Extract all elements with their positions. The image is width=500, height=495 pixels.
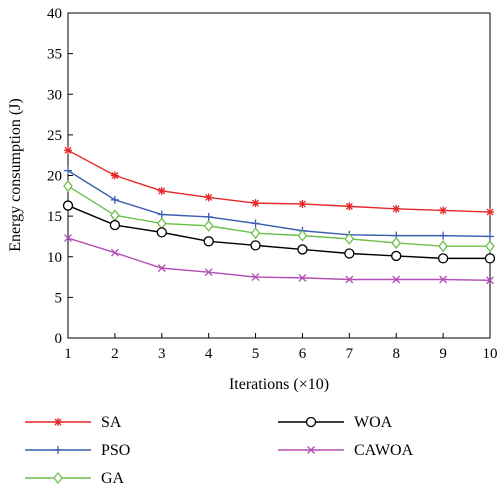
data-point-sa-9 bbox=[439, 206, 448, 215]
y-tick-label-5: 25 bbox=[47, 128, 62, 144]
x-tick-label-0: 1 bbox=[64, 346, 72, 362]
data-point-woa-4 bbox=[203, 236, 214, 247]
data-point-cawoa-3 bbox=[157, 264, 166, 273]
data-point-pso-3 bbox=[157, 210, 166, 219]
axes: 0 5 10 15 20 25 30 35 40 1 2 3 4 5 6 7 8 9 10 bbox=[47, 6, 498, 362]
series-cawoa bbox=[64, 234, 494, 285]
legend-marker-cawoa bbox=[307, 446, 315, 454]
data-point-woa-6 bbox=[297, 244, 308, 255]
data-point-woa-7 bbox=[344, 248, 355, 259]
data-point-ga-8 bbox=[391, 236, 402, 249]
series-line-woa bbox=[67, 204, 490, 260]
data-point-ga-4 bbox=[203, 219, 214, 232]
series-sa bbox=[64, 146, 494, 217]
data-point-cawoa-8 bbox=[392, 275, 401, 284]
x-tick-label-7: 8 bbox=[392, 346, 400, 362]
data-point-woa-9 bbox=[437, 253, 449, 264]
data-point-pso-4 bbox=[204, 212, 213, 221]
series-line-cawoa bbox=[67, 237, 491, 282]
x-tick-label-8: 9 bbox=[439, 346, 447, 362]
legend-item-woa: WOA bbox=[278, 414, 393, 431]
y-tick-label-7: 35 bbox=[47, 47, 62, 63]
x-tick-label-6: 7 bbox=[346, 346, 354, 362]
data-point-cawoa-9 bbox=[439, 275, 448, 284]
series-line-ga bbox=[67, 185, 490, 247]
data-point-ga-10 bbox=[485, 240, 495, 253]
x-tick-label-2: 3 bbox=[158, 346, 166, 362]
data-point-woa-1 bbox=[62, 200, 74, 211]
legend-marker-ga bbox=[53, 471, 63, 485]
data-point-pso-5 bbox=[251, 219, 260, 228]
data-point-cawoa-6 bbox=[298, 273, 307, 282]
series-woa bbox=[62, 200, 496, 264]
y-tick-label-1: 5 bbox=[55, 290, 63, 306]
y-tick-label-0: 0 bbox=[55, 331, 63, 347]
y-tick-label-2: 10 bbox=[47, 250, 62, 266]
data-point-cawoa-10 bbox=[486, 276, 494, 285]
data-point-sa-4 bbox=[204, 193, 213, 202]
legend: SA PSO GA WOA CAWOA bbox=[25, 414, 414, 487]
data-point-ga-3 bbox=[156, 217, 167, 230]
x-tick-label-3: 4 bbox=[205, 346, 213, 362]
data-point-ga-5 bbox=[250, 227, 261, 240]
y-tick-label-4: 20 bbox=[47, 169, 62, 185]
legend-item-cawoa: CAWOA bbox=[278, 442, 414, 459]
data-point-cawoa-4 bbox=[204, 268, 213, 277]
data-point-sa-1 bbox=[64, 146, 72, 155]
y-tick-label-8: 40 bbox=[47, 6, 62, 22]
data-point-cawoa-2 bbox=[110, 248, 119, 257]
legend-label-pso: PSO bbox=[101, 442, 130, 459]
data-point-ga-6 bbox=[297, 229, 308, 242]
legend-label-sa: SA bbox=[101, 414, 122, 431]
data-point-sa-2 bbox=[110, 171, 119, 180]
y-axis-label: Energy consumption (J) bbox=[7, 98, 24, 251]
legend-label-cawoa: CAWOA bbox=[354, 442, 414, 459]
data-point-ga-7 bbox=[344, 232, 355, 245]
data-point-woa-8 bbox=[391, 250, 402, 262]
data-point-ga-9 bbox=[438, 240, 448, 253]
data-point-ga-1 bbox=[63, 180, 73, 193]
x-tick-label-1: 2 bbox=[111, 346, 119, 362]
data-point-sa-3 bbox=[157, 186, 166, 195]
data-point-ga-2 bbox=[110, 209, 120, 222]
series-line-pso bbox=[67, 170, 491, 238]
x-tick-label-5: 6 bbox=[299, 346, 307, 362]
data-point-pso-10 bbox=[486, 232, 494, 241]
data-point-cawoa-1 bbox=[64, 234, 72, 243]
x-tick-label-9: 10 bbox=[483, 346, 498, 362]
legend-marker-pso bbox=[54, 446, 62, 454]
plot-frame bbox=[67, 12, 491, 339]
data-point-woa-10 bbox=[484, 253, 496, 264]
data-point-pso-9 bbox=[439, 231, 448, 240]
legend-item-pso: PSO bbox=[25, 442, 130, 459]
data-point-pso-2 bbox=[110, 195, 119, 204]
legend-item-ga: GA bbox=[25, 470, 125, 487]
x-axis-label: Iterations (×10) bbox=[229, 376, 329, 393]
data-point-sa-7 bbox=[345, 202, 354, 211]
data-point-sa-6 bbox=[298, 199, 307, 208]
legend-label-ga: GA bbox=[101, 470, 125, 487]
data-point-woa-3 bbox=[156, 227, 167, 238]
data-point-cawoa-7 bbox=[345, 275, 354, 284]
data-point-sa-5 bbox=[251, 199, 260, 208]
series-line-sa bbox=[67, 149, 491, 213]
legend-marker-sa bbox=[54, 418, 62, 426]
legend-label-woa: WOA bbox=[354, 414, 393, 431]
y-tick-label-3: 15 bbox=[47, 209, 62, 225]
legend-item-sa: SA bbox=[25, 414, 122, 431]
data-point-woa-2 bbox=[109, 219, 121, 231]
data-point-woa-5 bbox=[250, 240, 261, 251]
series-layer bbox=[62, 146, 496, 285]
y-tick-label-6: 30 bbox=[47, 87, 62, 103]
data-point-cawoa-5 bbox=[251, 273, 260, 282]
series-ga bbox=[63, 180, 495, 253]
data-point-sa-10 bbox=[486, 208, 494, 217]
x-tick-label-4: 5 bbox=[252, 346, 260, 362]
legend-marker-woa bbox=[305, 416, 317, 428]
data-point-pso-1 bbox=[64, 166, 72, 175]
data-point-sa-8 bbox=[392, 204, 401, 213]
